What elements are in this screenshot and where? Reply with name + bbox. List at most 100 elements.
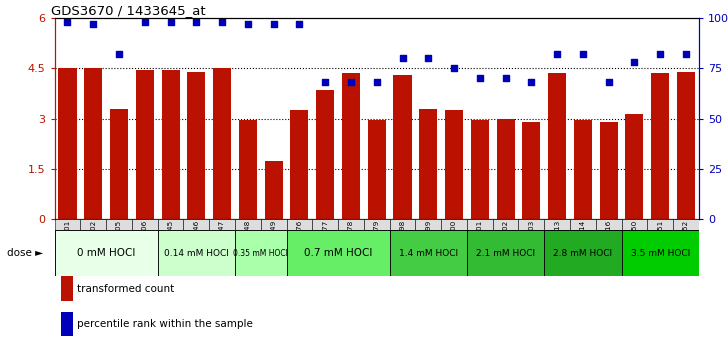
Bar: [600, 122, 617, 219]
Bar: [545, 219, 570, 230]
Bar: [265, 161, 282, 219]
Bar: [622, 230, 699, 276]
Point: [268, 21, 280, 27]
Point: [242, 21, 254, 27]
Bar: [622, 219, 647, 230]
Text: GSM387750: GSM387750: [631, 220, 638, 264]
Bar: [162, 70, 180, 219]
Text: 1.4 mM HOCl: 1.4 mM HOCl: [399, 249, 458, 258]
Point: [320, 79, 331, 85]
Bar: [235, 219, 261, 230]
Bar: [493, 219, 518, 230]
Point: [345, 79, 357, 85]
Point: [603, 79, 614, 85]
Text: GSM387678: GSM387678: [348, 220, 354, 264]
Bar: [419, 108, 438, 219]
Point: [499, 75, 511, 81]
Bar: [158, 230, 235, 276]
Text: GSM387605: GSM387605: [116, 220, 122, 264]
Bar: [445, 110, 463, 219]
Text: GSM387646: GSM387646: [194, 220, 199, 264]
Bar: [158, 219, 183, 230]
Point: [397, 55, 408, 61]
Bar: [287, 230, 389, 276]
Point: [577, 51, 589, 57]
Point: [371, 79, 383, 85]
Text: 2.1 mM HOCl: 2.1 mM HOCl: [476, 249, 535, 258]
Bar: [84, 68, 102, 219]
Text: GSM387679: GSM387679: [373, 220, 380, 264]
Bar: [316, 90, 334, 219]
Text: GSM387701: GSM387701: [477, 220, 483, 264]
Bar: [61, 276, 73, 301]
Bar: [647, 219, 673, 230]
Bar: [364, 219, 389, 230]
Bar: [548, 73, 566, 219]
Bar: [368, 120, 386, 219]
Point: [422, 55, 434, 61]
Bar: [287, 219, 312, 230]
Text: percentile rank within the sample: percentile rank within the sample: [77, 319, 253, 329]
Text: GSM387699: GSM387699: [425, 220, 431, 264]
Bar: [574, 120, 592, 219]
Bar: [110, 108, 128, 219]
Bar: [467, 219, 493, 230]
Bar: [673, 219, 699, 230]
Bar: [80, 219, 106, 230]
Bar: [209, 219, 235, 230]
Text: GSM387649: GSM387649: [271, 220, 277, 264]
Point: [680, 51, 692, 57]
Bar: [338, 219, 364, 230]
Bar: [106, 219, 132, 230]
Bar: [55, 219, 80, 230]
Bar: [312, 219, 338, 230]
Point: [87, 21, 99, 27]
Bar: [389, 230, 467, 276]
Point: [629, 59, 641, 65]
Text: GSM387703: GSM387703: [529, 220, 534, 264]
Point: [448, 65, 460, 71]
Bar: [132, 219, 158, 230]
Point: [139, 19, 151, 24]
Bar: [55, 230, 158, 276]
Bar: [441, 219, 467, 230]
Bar: [394, 75, 411, 219]
Bar: [213, 68, 231, 219]
Bar: [518, 219, 545, 230]
Bar: [496, 119, 515, 219]
Bar: [342, 73, 360, 219]
Text: GSM387713: GSM387713: [554, 220, 560, 264]
Text: GSM387714: GSM387714: [580, 220, 586, 264]
Bar: [523, 122, 540, 219]
Point: [526, 79, 537, 85]
Text: GSM387752: GSM387752: [683, 220, 689, 264]
Bar: [261, 219, 287, 230]
Point: [216, 19, 228, 24]
Bar: [545, 230, 622, 276]
Text: GDS3670 / 1433645_at: GDS3670 / 1433645_at: [52, 4, 206, 17]
Bar: [389, 219, 416, 230]
Text: 0.7 mM HOCl: 0.7 mM HOCl: [304, 248, 372, 258]
Point: [165, 19, 176, 24]
Text: 0.35 mM HOCl: 0.35 mM HOCl: [234, 249, 288, 258]
Bar: [187, 72, 205, 219]
Text: GSM387648: GSM387648: [245, 220, 251, 264]
Bar: [183, 219, 209, 230]
Text: GSM387647: GSM387647: [219, 220, 225, 264]
Bar: [290, 110, 309, 219]
Point: [654, 51, 666, 57]
Text: GSM387601: GSM387601: [65, 220, 71, 264]
Bar: [58, 68, 76, 219]
Bar: [61, 312, 73, 336]
Bar: [467, 230, 545, 276]
Point: [114, 51, 125, 57]
Text: GSM387702: GSM387702: [502, 220, 509, 264]
Text: GSM387602: GSM387602: [90, 220, 96, 264]
Text: GSM387676: GSM387676: [296, 220, 302, 264]
Text: GSM387751: GSM387751: [657, 220, 663, 264]
Point: [293, 21, 305, 27]
Text: GSM387645: GSM387645: [167, 220, 173, 264]
Text: 2.8 mM HOCl: 2.8 mM HOCl: [553, 249, 612, 258]
Bar: [596, 219, 622, 230]
Bar: [239, 120, 257, 219]
